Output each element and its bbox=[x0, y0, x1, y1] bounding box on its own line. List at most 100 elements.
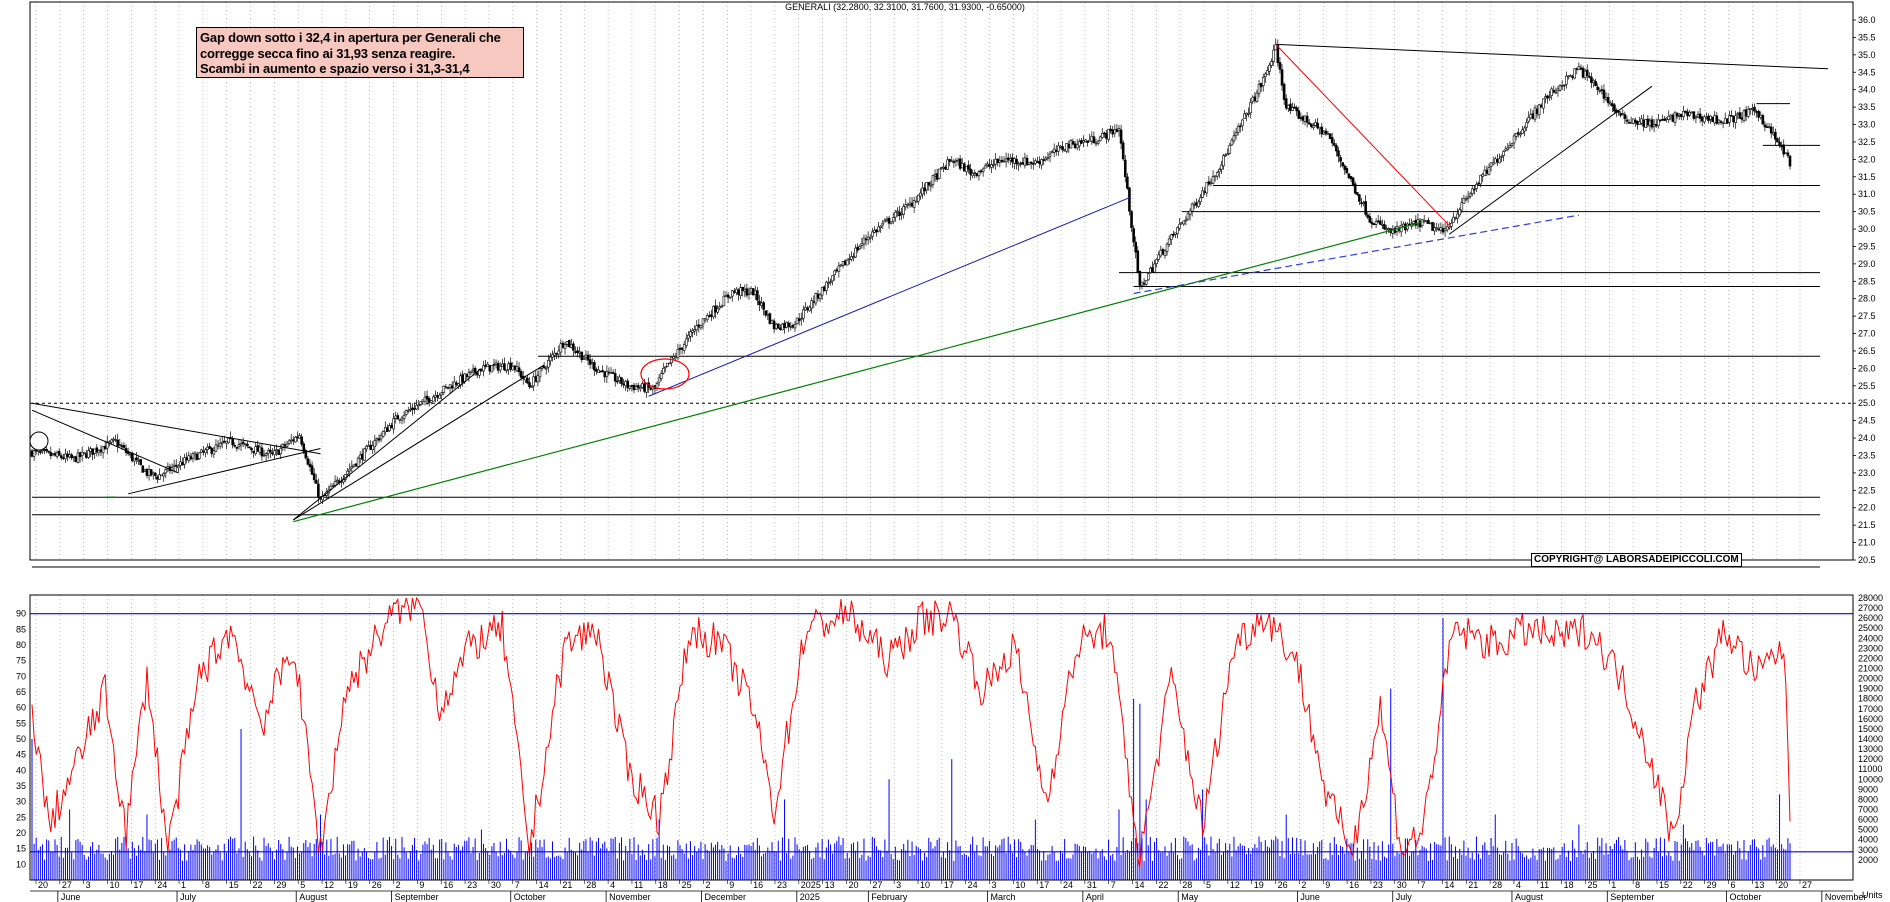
candle-body bbox=[1130, 211, 1133, 228]
osc-tick-label: 25 bbox=[16, 812, 26, 822]
x-month-label: July bbox=[180, 892, 197, 902]
candle-body bbox=[1230, 139, 1234, 146]
candle-body bbox=[567, 339, 571, 348]
osc-tick-label: 10 bbox=[16, 859, 26, 869]
volume-tick-label: 18000 bbox=[1858, 694, 1883, 704]
candle-body bbox=[1412, 221, 1416, 224]
volume-tick-label: 19000 bbox=[1858, 684, 1883, 694]
candle-body bbox=[103, 445, 107, 450]
candle-body bbox=[72, 456, 76, 458]
candle-body bbox=[1295, 107, 1298, 112]
candle-body bbox=[95, 447, 99, 453]
candle-body bbox=[904, 204, 908, 208]
green-trend-line bbox=[293, 221, 1423, 523]
volume-tick-label: 10000 bbox=[1858, 774, 1883, 784]
candle-body bbox=[1751, 108, 1754, 110]
candle-body bbox=[678, 347, 682, 350]
candle-body bbox=[1604, 97, 1608, 100]
candle-body bbox=[1475, 184, 1478, 189]
candle-body bbox=[436, 395, 439, 398]
candle-body bbox=[515, 366, 519, 371]
candle-body bbox=[1575, 68, 1579, 70]
candle-body bbox=[1307, 122, 1311, 125]
candle-body bbox=[1771, 132, 1775, 135]
candle-body bbox=[1335, 145, 1338, 152]
candle-body bbox=[536, 375, 540, 383]
candle-body bbox=[691, 330, 694, 333]
volume-tick-label: 8000 bbox=[1858, 794, 1878, 804]
candle-body bbox=[291, 439, 295, 442]
candle-body bbox=[1142, 282, 1146, 285]
candle-body bbox=[1498, 158, 1501, 164]
candle-body bbox=[975, 173, 979, 177]
x-day-label: 19 bbox=[348, 880, 358, 890]
candle-body bbox=[923, 187, 926, 192]
candle-body bbox=[97, 450, 101, 454]
triangle-upper-line bbox=[31, 402, 321, 455]
candle-body bbox=[1052, 148, 1056, 153]
x-day-label: 28 bbox=[1182, 880, 1192, 890]
osc-tick-label: 55 bbox=[16, 718, 26, 728]
candle-body bbox=[1029, 161, 1033, 164]
x-day-label: 10 bbox=[110, 880, 120, 890]
price-tick-label: 22.0 bbox=[1858, 503, 1876, 513]
candle-body bbox=[1638, 121, 1641, 125]
price-tick-label: 25.0 bbox=[1858, 398, 1876, 408]
candle-body bbox=[1048, 153, 1052, 157]
candle-body bbox=[423, 396, 427, 402]
candle-body bbox=[705, 315, 709, 321]
candle-body bbox=[164, 469, 168, 474]
price-tick-label: 33.0 bbox=[1858, 120, 1876, 130]
x-day-label: 18 bbox=[1564, 880, 1574, 890]
candle-body bbox=[1562, 84, 1566, 87]
candle-body bbox=[1663, 118, 1666, 121]
candle-body bbox=[1636, 121, 1639, 125]
candle-body bbox=[494, 362, 498, 365]
x-day-label: 12 bbox=[1230, 880, 1240, 890]
candle-body bbox=[93, 448, 97, 454]
candle-body bbox=[632, 384, 636, 391]
candle-body bbox=[1725, 118, 1729, 124]
fan-line bbox=[293, 364, 545, 521]
candle-body bbox=[442, 385, 446, 393]
candle-body bbox=[1542, 98, 1545, 109]
candle-body bbox=[496, 362, 500, 371]
candle-body bbox=[302, 443, 306, 452]
candle-body bbox=[1065, 143, 1069, 152]
candle-body bbox=[1197, 201, 1200, 207]
candle-body bbox=[1314, 122, 1317, 126]
candle-body bbox=[356, 457, 360, 467]
candle-body bbox=[1769, 126, 1773, 134]
candle-body bbox=[1098, 136, 1102, 142]
candle-body bbox=[946, 159, 949, 170]
candle-body bbox=[1548, 96, 1551, 99]
candle-body bbox=[1441, 228, 1445, 233]
candle-body bbox=[1006, 157, 1010, 161]
x-day-label: 7 bbox=[1111, 880, 1116, 890]
candle-body bbox=[371, 445, 375, 451]
candle-body bbox=[1268, 64, 1271, 72]
candle-body bbox=[432, 396, 435, 402]
candle-body bbox=[887, 217, 891, 224]
candle-body bbox=[570, 344, 573, 348]
candle-body bbox=[1312, 125, 1315, 128]
candle-body bbox=[1740, 117, 1744, 120]
candle-body bbox=[827, 282, 830, 285]
price-tick-label: 31.0 bbox=[1858, 189, 1876, 199]
x-day-label: 24 bbox=[157, 880, 167, 890]
price-tick-label: 26.0 bbox=[1858, 363, 1876, 373]
candle-body bbox=[413, 408, 416, 410]
price-tick-label: 20.5 bbox=[1858, 555, 1876, 565]
candle-body bbox=[1209, 182, 1213, 185]
candle-body bbox=[317, 483, 320, 498]
price-tick-label: 21.0 bbox=[1858, 538, 1876, 548]
candle-body bbox=[398, 418, 402, 421]
candle-body bbox=[1188, 210, 1192, 215]
candle-body bbox=[1686, 111, 1689, 117]
candle-body bbox=[181, 462, 184, 466]
candle-body bbox=[1203, 191, 1206, 193]
candle-body bbox=[1015, 159, 1018, 165]
candle-body bbox=[1742, 110, 1746, 121]
candle-body bbox=[444, 386, 448, 388]
candle-body bbox=[1424, 220, 1428, 222]
